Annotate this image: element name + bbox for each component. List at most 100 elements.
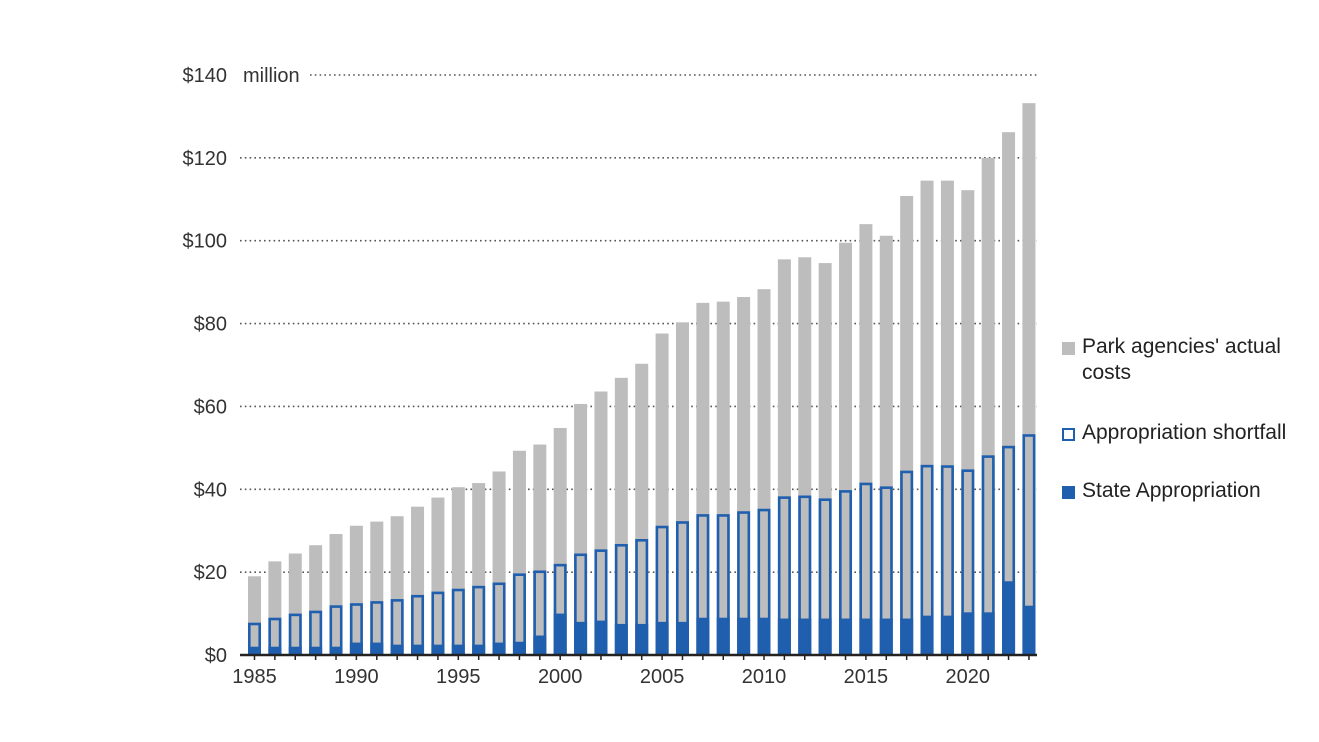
bar-actual-costs [309,545,323,655]
bar-appropriation-shortfall-outline [777,496,791,655]
bar-actual-costs [900,195,914,655]
y-tick-label: $0 [205,645,227,667]
bar-appropriation-shortfall-outline [248,622,262,656]
bar-actual-costs [940,180,954,655]
bar-state-appropriation [920,615,934,655]
bar-state-appropriation [879,618,893,655]
bar-appropriation-shortfall-outline [268,617,282,655]
bar-actual-costs [757,289,771,655]
y-tick-label: $140 [183,65,228,87]
bar-actual-costs [594,391,608,655]
bar-actual-costs [716,301,730,655]
bar-actual-costs [777,259,791,655]
bar-state-appropriation [431,644,445,655]
bar-state-appropriation [349,642,363,655]
bar-appropriation-shortfall-outline [512,573,526,656]
bar-appropriation-shortfall-outline [533,570,547,655]
legend-swatch-state-appropriation [1062,486,1075,499]
bar-appropriation-shortfall-outline [696,514,710,656]
y-tick-label: $100 [183,231,228,253]
bar-actual-costs [859,224,873,655]
bar-state-appropriation [818,618,832,655]
bar-actual-costs [451,487,465,655]
bar-actual-costs [492,471,506,655]
bar-actual-costs [268,561,282,655]
bar-state-appropriation [574,621,588,655]
bar-state-appropriation [411,644,425,655]
bar-appropriation-shortfall-outline [859,482,873,656]
bars [248,103,1036,656]
bar-appropriation-shortfall-outline [981,455,995,655]
legend-label-actual-costs: Park agencies' actual costs [1082,335,1281,384]
bar-appropriation-shortfall-outline [1022,434,1036,655]
x-tick-label: 2020 [946,666,991,688]
bar-state-appropriation [614,623,628,655]
bar-appropriation-shortfall-outline [329,605,343,655]
bar-appropriation-shortfall-outline [757,508,771,655]
bar-actual-costs [981,157,995,655]
bar-actual-costs [839,242,853,656]
bar-actual-costs [879,235,893,655]
bar-actual-costs [1022,103,1036,655]
bar-appropriation-shortfall-outline [390,599,404,655]
x-tick-label: 2010 [742,666,787,688]
bar-actual-costs [574,403,588,655]
bar-actual-costs [961,190,975,655]
bar-actual-costs [472,483,486,655]
x-tick-label: 1990 [334,666,379,688]
y-tick-label: $40 [194,479,227,501]
bar-appropriation-shortfall-outline [553,563,567,656]
bar-state-appropriation [492,642,506,655]
legend: Park agencies' actual costs Appropriatio… [1062,334,1312,538]
bar-state-appropriation [1002,581,1016,655]
y-tick-label: $80 [194,314,227,336]
bar-actual-costs [553,427,567,655]
bar-state-appropriation [472,644,486,655]
bar-appropriation-shortfall-outline [879,486,893,655]
bar-actual-costs [696,302,710,655]
legend-item-state-appropriation: State Appropriation [1062,478,1312,504]
bar-appropriation-shortfall-outline [594,549,608,656]
bar-appropriation-shortfall-outline [675,521,689,655]
x-tick-label: 2000 [538,666,583,688]
bar-actual-costs [920,180,934,655]
y-tick-label: $20 [194,562,227,584]
legend-swatch-appropriation-shortfall [1062,428,1075,441]
x-axis-labels: 1985 1990 1995 2000 2005 2010 2015 2020 [232,666,990,688]
bar-state-appropriation [594,620,608,655]
bar-state-appropriation [737,617,751,655]
bar-appropriation-shortfall-outline [309,610,323,656]
legend-item-appropriation-shortfall: Appropriation shortfall [1062,420,1312,446]
bar-actual-costs [329,534,343,655]
bar-appropriation-shortfall-outline [431,591,445,656]
bar-appropriation-shortfall-outline [411,594,425,656]
bar-appropriation-shortfall-outline [920,464,934,655]
bar-appropriation-shortfall-outline [635,538,649,655]
bar-state-appropriation [268,646,282,655]
x-tick-label: 1995 [436,666,481,688]
x-tick-label: 2005 [640,666,685,688]
bar-appropriation-shortfall-outline [288,613,302,655]
bar-appropriation-shortfall-outline [614,543,628,655]
bar-state-appropriation [288,646,302,655]
bar-state-appropriation [716,617,730,655]
bar-state-appropriation [839,618,853,655]
bar-state-appropriation [675,621,689,655]
bar-appropriation-shortfall-outline [451,588,465,655]
bar-state-appropriation [1022,605,1036,655]
bar-appropriation-shortfall-outline [492,582,506,655]
bar-appropriation-shortfall-outline [961,469,975,656]
bar-actual-costs [635,363,649,655]
bar-state-appropriation [248,646,261,655]
bar-actual-costs [390,516,404,655]
bar-appropriation-shortfall-outline [900,470,914,656]
bar-state-appropriation [533,635,547,655]
bar-appropriation-shortfall-outline [940,465,954,655]
x-axis-ticks [253,655,1030,660]
bar-state-appropriation [451,644,465,655]
bar-state-appropriation [696,617,710,655]
legend-label-state-appropriation: State Appropriation [1082,479,1261,502]
bar-appropriation-shortfall-outline [655,525,669,655]
bar-actual-costs [349,525,363,655]
bar-state-appropriation [859,618,873,655]
